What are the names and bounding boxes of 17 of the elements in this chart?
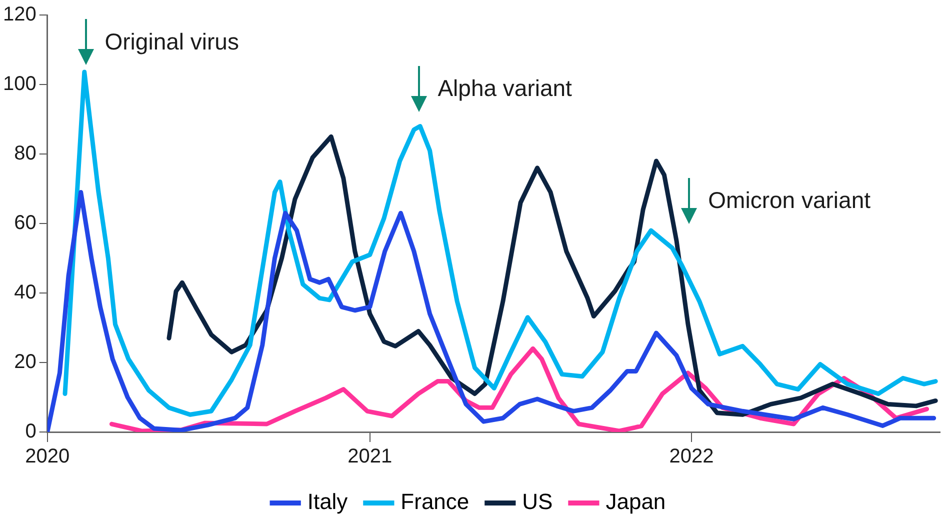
y-tick-label: 100 — [2, 73, 36, 96]
legend-label: France — [400, 489, 470, 514]
legend-label: Italy — [307, 489, 348, 514]
y-tick-label: 20 — [14, 351, 36, 374]
y-tick-label: 60 — [14, 212, 36, 234]
legend-label: Japan — [606, 489, 666, 514]
annotation: Original virus — [104, 28, 239, 54]
y-tick-label: 120 — [2, 4, 36, 26]
x-tick-label: 2020 — [25, 446, 70, 468]
x-tick-label: 2022 — [669, 446, 714, 468]
legend-label: US — [522, 489, 553, 514]
y-tick-label: 0 — [25, 420, 36, 443]
annotation: Omicron variant — [708, 186, 872, 213]
y-tick-label: 40 — [14, 282, 36, 304]
y-tick-label: 80 — [14, 142, 36, 165]
x-tick-label: 2021 — [348, 446, 392, 468]
annotation: Alpha variant — [438, 75, 573, 102]
